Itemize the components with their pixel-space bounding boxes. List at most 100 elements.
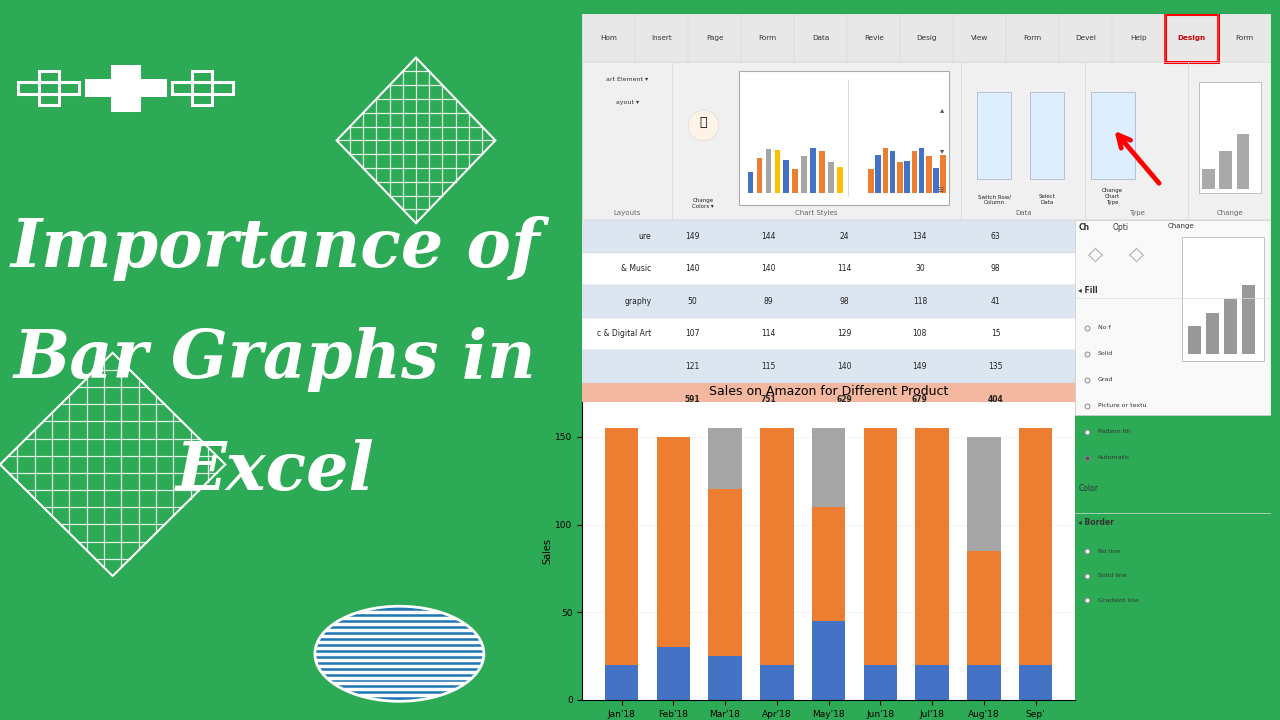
Title: Sales on Amazon for Different Product: Sales on Amazon for Different Product <box>709 385 948 398</box>
Text: Ch: Ch <box>1078 223 1089 233</box>
Text: art Element ▾: art Element ▾ <box>607 78 648 83</box>
Bar <box>905 161 910 193</box>
Text: View: View <box>972 35 988 41</box>
Text: Switch Row/
Column: Switch Row/ Column <box>978 194 1011 205</box>
Bar <box>897 162 902 193</box>
Text: 30: 30 <box>915 264 924 274</box>
Text: Type: Type <box>1129 210 1144 216</box>
Polygon shape <box>113 66 138 110</box>
Bar <box>1019 428 1052 665</box>
Bar <box>582 383 1271 415</box>
Text: 149: 149 <box>913 362 927 371</box>
Bar <box>812 507 845 621</box>
Text: Form: Form <box>1024 35 1042 41</box>
Bar <box>783 160 788 193</box>
Bar <box>760 428 794 665</box>
Bar <box>582 14 1271 220</box>
Bar <box>582 220 1271 253</box>
Bar <box>919 148 924 193</box>
Bar <box>1165 14 1219 63</box>
Text: Solid: Solid <box>1097 351 1112 356</box>
Text: 50: 50 <box>687 297 698 306</box>
Text: Color: Color <box>1078 485 1098 493</box>
Bar <box>774 150 780 193</box>
Text: Desig: Desig <box>916 35 937 41</box>
FancyBboxPatch shape <box>739 71 950 205</box>
Bar <box>657 647 690 700</box>
Text: 751: 751 <box>760 395 776 404</box>
Bar <box>792 169 797 193</box>
Text: 115: 115 <box>762 362 776 371</box>
Bar <box>915 428 948 665</box>
Bar <box>828 162 833 193</box>
Text: 404: 404 <box>988 395 1004 404</box>
Text: Picture or textu: Picture or textu <box>1097 403 1146 408</box>
Text: 679: 679 <box>911 395 928 404</box>
Text: 41: 41 <box>991 297 1001 306</box>
Bar <box>1236 135 1249 189</box>
Bar <box>1224 299 1236 354</box>
Text: Select
Data: Select Data <box>1039 194 1056 205</box>
Text: ◂ Border: ◂ Border <box>1078 518 1114 528</box>
Text: No f: No f <box>1097 325 1110 330</box>
Bar <box>1202 168 1215 189</box>
Bar <box>819 151 824 193</box>
Bar <box>1019 665 1052 700</box>
Bar <box>966 437 1001 551</box>
Text: 144: 144 <box>762 232 776 240</box>
Bar <box>961 63 1085 220</box>
Text: Gradient line: Gradient line <box>1097 598 1138 603</box>
Text: 98: 98 <box>840 297 849 306</box>
Bar <box>582 285 1271 318</box>
Bar <box>864 665 897 700</box>
Polygon shape <box>86 81 165 95</box>
Bar <box>765 149 771 193</box>
Text: 140: 140 <box>685 264 700 274</box>
Text: c & Digital Art: c & Digital Art <box>596 330 652 338</box>
Text: 629: 629 <box>836 395 852 404</box>
Bar <box>657 437 690 647</box>
Text: ◂ Fill: ◂ Fill <box>1078 286 1098 294</box>
Bar <box>582 63 672 220</box>
Bar <box>837 167 842 193</box>
Bar <box>1030 92 1065 179</box>
Bar <box>966 665 1001 700</box>
Text: ◇: ◇ <box>1129 245 1144 264</box>
Bar <box>1220 151 1231 189</box>
Text: 591: 591 <box>685 395 700 404</box>
Text: Excel: Excel <box>175 439 375 504</box>
Text: Form: Form <box>1235 35 1253 41</box>
Text: 114: 114 <box>762 330 776 338</box>
Bar <box>864 428 897 665</box>
Text: ayout ▾: ayout ▾ <box>616 100 639 105</box>
Text: ◇: ◇ <box>1088 245 1103 264</box>
Text: ▴: ▴ <box>940 104 943 114</box>
Bar <box>1199 82 1261 193</box>
Y-axis label: Sales: Sales <box>543 538 553 564</box>
Bar <box>604 428 639 665</box>
Bar <box>604 665 639 700</box>
Bar <box>756 158 762 193</box>
Bar <box>708 428 742 490</box>
Bar <box>941 155 946 193</box>
Text: Help: Help <box>1130 35 1147 41</box>
Bar <box>708 656 742 700</box>
Bar <box>925 156 932 193</box>
Bar <box>915 665 948 700</box>
Text: Bar Graphs in: Bar Graphs in <box>14 328 536 392</box>
Bar <box>1188 326 1201 354</box>
Bar <box>748 172 753 193</box>
Text: 89: 89 <box>764 297 773 306</box>
Text: 107: 107 <box>685 330 700 338</box>
Bar <box>911 150 916 193</box>
Text: Change: Change <box>1167 223 1194 230</box>
Text: 140: 140 <box>837 362 851 371</box>
Bar <box>812 621 845 700</box>
Text: & Music: & Music <box>621 264 652 274</box>
Text: Design: Design <box>1178 35 1206 41</box>
Text: No line: No line <box>1097 549 1120 554</box>
Bar <box>1206 312 1219 354</box>
Bar <box>810 148 815 193</box>
Text: Solid line: Solid line <box>1097 573 1126 578</box>
Circle shape <box>315 606 484 701</box>
